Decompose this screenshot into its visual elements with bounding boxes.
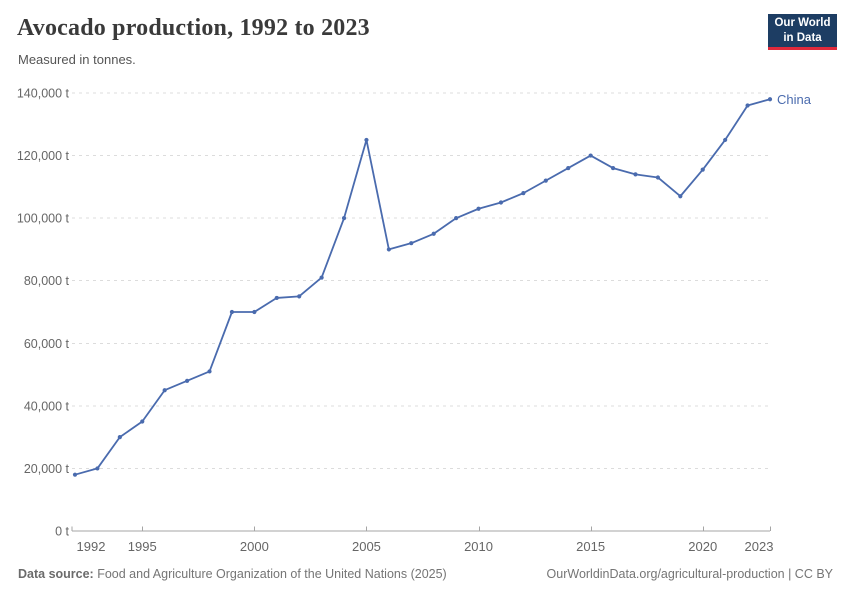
data-point[interactable] (767, 97, 773, 102)
x-tick-label: 2020 (688, 539, 717, 554)
data-point[interactable] (162, 388, 167, 393)
data-point[interactable] (476, 206, 481, 211)
data-point[interactable] (117, 435, 122, 440)
data-point[interactable] (364, 137, 369, 143)
series-line-china[interactable] (74, 98, 771, 476)
data-point[interactable] (386, 247, 391, 252)
y-tick-label: 140,000 t (17, 87, 70, 101)
x-tick-label: 2023 (745, 539, 774, 554)
data-point[interactable] (431, 231, 436, 236)
data-point[interactable] (409, 241, 414, 246)
data-point[interactable] (319, 275, 324, 280)
x-tick-label: 2000 (240, 539, 269, 554)
data-source-label: Data source: (18, 567, 94, 581)
y-tick-label: 60,000 t (24, 337, 70, 351)
data-point[interactable] (588, 153, 593, 158)
y-tick-label: 100,000 t (17, 212, 70, 226)
data-point[interactable] (543, 178, 548, 183)
data-point[interactable] (633, 172, 638, 177)
data-point[interactable] (454, 216, 459, 221)
data-point[interactable] (700, 167, 705, 172)
data-point[interactable] (297, 294, 302, 299)
data-source: Data source: Food and Agriculture Organi… (18, 567, 447, 581)
chart-footer: Data source: Food and Agriculture Organi… (0, 567, 850, 581)
line-chart[interactable]: 0 t 20,000 t 40,000 t 60,000 t 80,000 t 100,0… (0, 80, 850, 558)
x-tick-label: 2015 (576, 539, 605, 554)
data-point[interactable] (655, 175, 661, 180)
data-point[interactable] (140, 419, 145, 424)
data-point[interactable] (184, 378, 190, 383)
logo-line1: Our World (774, 17, 831, 30)
data-point[interactable] (95, 466, 100, 471)
data-source-text: Food and Agriculture Organization of the… (93, 567, 447, 581)
data-point[interactable] (274, 295, 279, 301)
data-point[interactable] (723, 137, 728, 143)
data-point[interactable] (678, 194, 683, 199)
y-tick-label: 80,000 t (24, 274, 70, 288)
x-tick-label: 1992 (77, 539, 106, 554)
y-tick-label: 20,000 t (24, 462, 70, 476)
x-tick-label: 1995 (128, 539, 157, 554)
footer-link[interactable]: OurWorldinData.org/agricultural-producti… (546, 567, 833, 581)
data-point[interactable] (498, 200, 504, 205)
series-label-china: China (777, 92, 812, 107)
data-point[interactable] (207, 369, 212, 374)
data-point[interactable] (745, 103, 750, 108)
y-tick-label: 120,000 t (17, 149, 70, 163)
page-title: Avocado production, 1992 to 2023 (17, 15, 370, 41)
x-tick-label: 2005 (352, 539, 381, 554)
data-point[interactable] (610, 165, 616, 171)
data-point[interactable] (341, 216, 347, 221)
data-point[interactable] (229, 309, 235, 315)
data-point[interactable] (72, 472, 78, 477)
data-point[interactable] (566, 165, 571, 171)
logo-line2: in Data (783, 31, 822, 44)
y-tick-label: 0 t (55, 525, 69, 539)
data-point[interactable] (521, 191, 526, 196)
x-tick-label: 2010 (464, 539, 493, 554)
owid-logo[interactable]: Our World in Data (768, 14, 837, 50)
data-point[interactable] (252, 309, 257, 315)
chart-subtitle: Measured in tonnes. (18, 52, 136, 67)
y-tick-label: 40,000 t (24, 399, 70, 413)
